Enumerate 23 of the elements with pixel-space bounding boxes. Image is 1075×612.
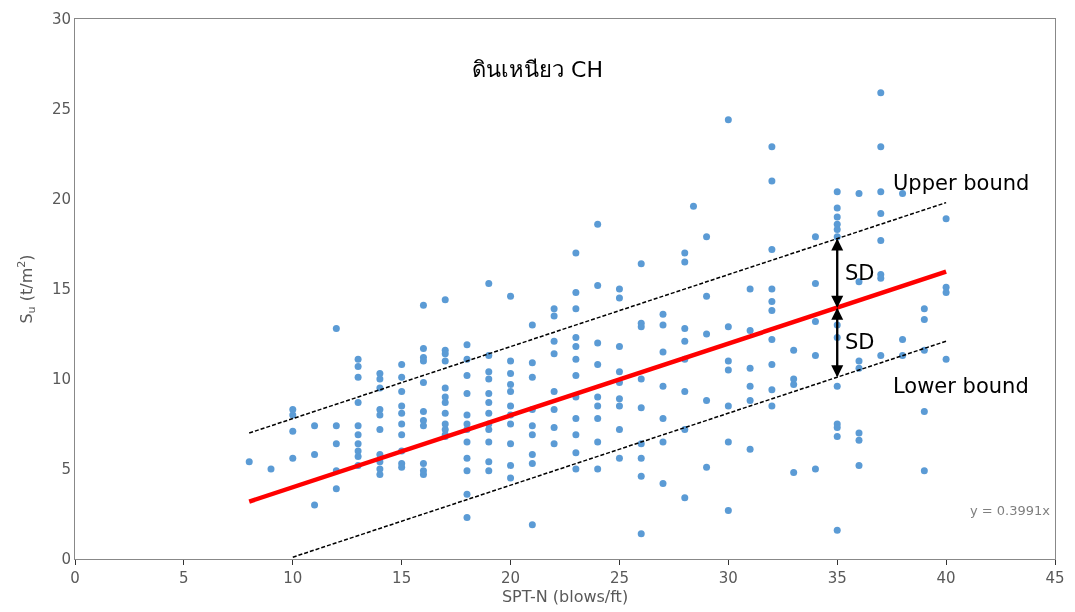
x-tick-label: 5 (179, 569, 189, 587)
x-tick-label: 20 (501, 569, 521, 587)
x-tick-label: 30 (718, 569, 738, 587)
x-tick-label: 25 (609, 569, 629, 587)
annotation: Upper bound (893, 171, 1030, 195)
annotation: y = 0.3991x (970, 503, 1051, 518)
y-tick-label: 20 (51, 190, 71, 209)
y-tick-label: 0 (61, 550, 71, 569)
y-tick-label: 25 (51, 100, 71, 119)
x-tick-label: 10 (283, 569, 303, 587)
annotation: SD (845, 261, 875, 285)
y-tick-label: 10 (51, 370, 71, 389)
y-tick-label: 30 (51, 10, 71, 29)
x-tick-label: 35 (827, 569, 847, 587)
x-tick-label: 15 (392, 569, 412, 587)
x-tick-label: 45 (1045, 569, 1065, 587)
x-tick-label: 40 (936, 569, 956, 587)
annotation: Lower bound (893, 374, 1029, 398)
y-tick-label: 5 (61, 460, 71, 479)
annotation: SD (845, 330, 875, 354)
text: ดินเหนียว CH (472, 56, 603, 82)
y-tick-label: 15 (51, 280, 71, 299)
x-axis-title: SPT-N (blows/ft) (501, 587, 629, 606)
